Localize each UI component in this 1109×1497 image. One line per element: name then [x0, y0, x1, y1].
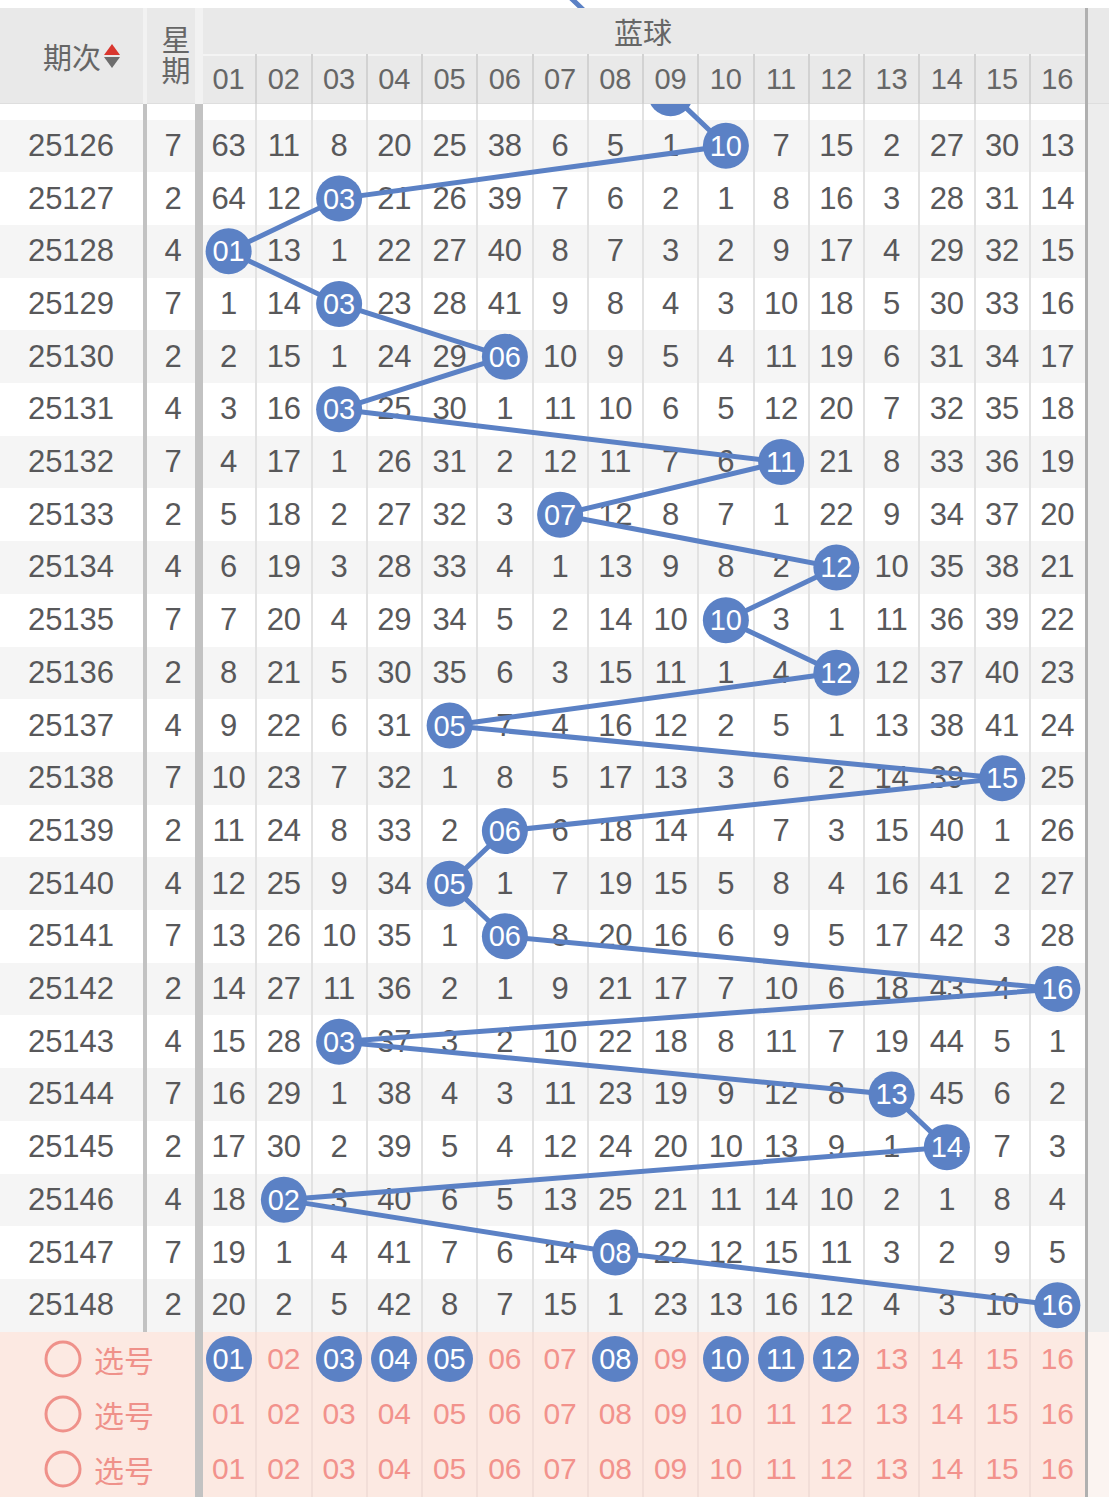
hit-ball: 14 [924, 1124, 970, 1170]
ball-column-header: 05 [433, 63, 465, 96]
svg-text:10: 10 [710, 604, 742, 636]
header-column-divider [974, 54, 976, 104]
hit-ball: 03 [316, 281, 362, 327]
svg-text:11: 11 [766, 446, 796, 478]
header-mid-line [201, 54, 1088, 56]
hit-ball: 06 [482, 913, 528, 959]
hit-ball: 06 [482, 334, 528, 380]
ball-column-header: 10 [710, 63, 742, 96]
svg-text:12: 12 [820, 657, 852, 689]
ball-column-header: 13 [875, 63, 907, 96]
hit-ball: 16 [1034, 1282, 1080, 1328]
svg-text:02: 02 [268, 1184, 300, 1216]
hit-ball: 02 [261, 1177, 307, 1223]
ball-column-header: 02 [268, 63, 300, 96]
hit-ball: 16 [1034, 966, 1080, 1012]
header-column-divider [255, 54, 257, 104]
blue-ball-trend-chart: 2512676311820253865171522730132512726412… [0, 0, 1109, 1497]
svg-text:14: 14 [931, 1131, 963, 1163]
header-column-divider [918, 54, 920, 104]
hit-ball: 03 [316, 386, 362, 432]
header-column-divider [642, 54, 644, 104]
header-column-divider [421, 54, 423, 104]
period-header-label[interactable]: 期次 [43, 35, 101, 77]
ball-column-header: 08 [599, 63, 631, 96]
svg-text:03: 03 [323, 183, 355, 215]
header-column-divider [863, 54, 865, 104]
svg-text:08: 08 [599, 1237, 631, 1269]
hit-ball: 03 [316, 176, 362, 222]
svg-text:15: 15 [986, 762, 1018, 794]
ball-column-header: 14 [931, 63, 963, 96]
header-column-divider [476, 54, 478, 104]
svg-text:16: 16 [1041, 973, 1073, 1005]
hit-ball: 01 [206, 228, 252, 274]
header-column-divider [753, 54, 755, 104]
ball-column-header: 06 [489, 63, 521, 96]
svg-text:03: 03 [323, 1026, 355, 1058]
header-column-divider [366, 54, 368, 104]
hit-ball: 07 [537, 492, 583, 538]
hit-ball: 06 [482, 808, 528, 854]
ball-column-header: 09 [654, 63, 686, 96]
sort-icons[interactable] [104, 44, 120, 68]
ball-group-label: 蓝球 [614, 10, 672, 52]
sort-descending-icon[interactable] [104, 57, 120, 68]
hit-ball: 10 [703, 123, 749, 169]
ball-column-header: 16 [1041, 63, 1073, 96]
svg-text:05: 05 [433, 868, 465, 900]
ball-column-header: 03 [323, 63, 355, 96]
header-right-border [1085, 8, 1088, 104]
header-column-divider [587, 54, 589, 104]
svg-text:05: 05 [433, 710, 465, 742]
svg-text:12: 12 [820, 551, 852, 583]
header-column-divider [311, 54, 313, 104]
ball-column-header: 01 [212, 63, 244, 96]
sort-ascending-icon[interactable] [104, 44, 120, 55]
svg-text:03: 03 [323, 288, 355, 320]
hit-ball: 12 [813, 544, 859, 590]
hit-ball: 03 [316, 1019, 362, 1065]
svg-text:10: 10 [710, 130, 742, 162]
hit-ball: 11 [758, 439, 804, 485]
header-column-divider [808, 54, 810, 104]
svg-text:06: 06 [489, 341, 521, 373]
svg-text:13: 13 [875, 1078, 907, 1110]
header-column-divider [1029, 54, 1031, 104]
week-ball-divider-header [195, 8, 203, 104]
hit-ball: 05 [427, 703, 473, 749]
svg-text:01: 01 [212, 235, 244, 267]
header-column-divider [532, 54, 534, 104]
header-column-divider [697, 54, 699, 104]
period-week-divider-header [143, 8, 147, 104]
ball-column-header: 07 [544, 63, 576, 96]
trend-line-chart: 10 03 01 03 06 03 11 07 12 10 12 05 15 06 05 06 16 03 13 14… [0, 0, 1109, 1497]
hit-ball: 10 [703, 597, 749, 643]
hit-ball: 15 [979, 755, 1025, 801]
svg-text:06: 06 [489, 815, 521, 847]
ball-column-header: 04 [378, 63, 410, 96]
svg-text:03: 03 [323, 393, 355, 425]
svg-text:06: 06 [489, 920, 521, 952]
hit-ball: 13 [869, 1071, 915, 1117]
week-header-label: 星期 [152, 25, 194, 87]
ball-column-header: 15 [986, 63, 1018, 96]
header-bottom-line [0, 103, 1109, 104]
hit-ball: 05 [427, 861, 473, 907]
ball-column-header: 11 [766, 63, 796, 96]
svg-text:07: 07 [544, 499, 576, 531]
hit-ball: 08 [592, 1230, 638, 1276]
svg-text:16: 16 [1041, 1289, 1073, 1321]
hit-ball: 12 [813, 650, 859, 696]
ball-column-header: 12 [820, 63, 852, 96]
